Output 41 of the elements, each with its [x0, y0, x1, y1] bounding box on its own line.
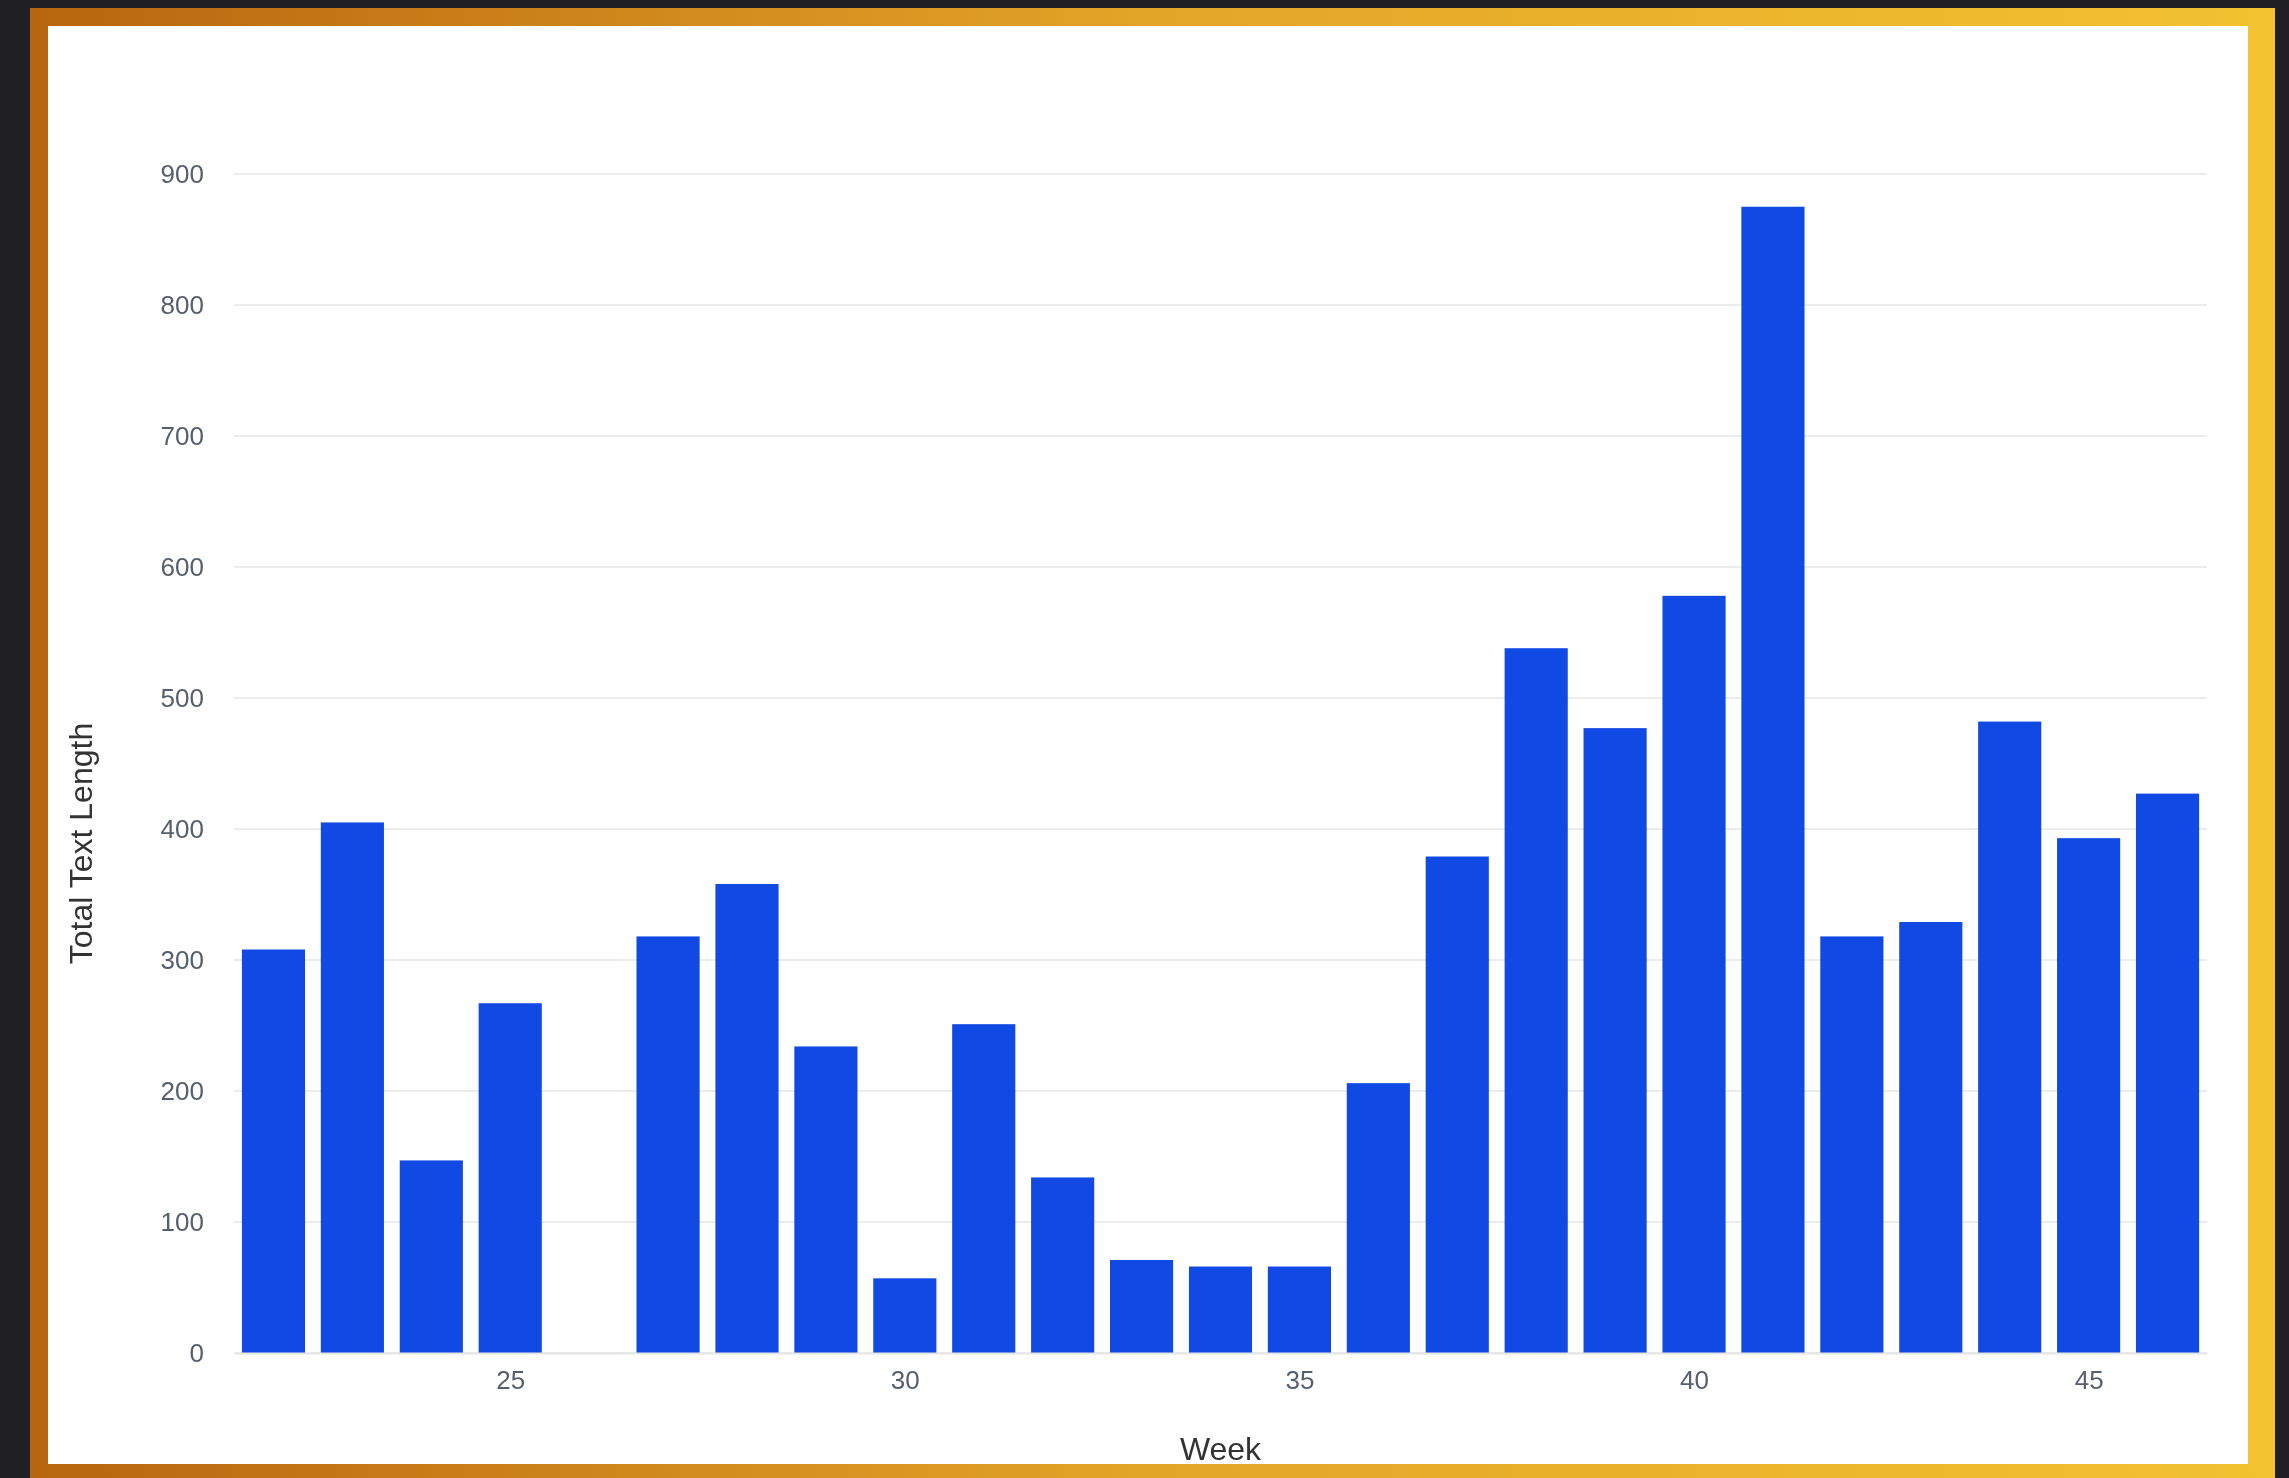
bar	[2135, 793, 2200, 1353]
bar	[1741, 206, 1805, 1353]
y-axis-title: Total Text Length	[63, 722, 99, 965]
x-tick-label: 45	[2074, 1365, 2104, 1396]
bar	[873, 1278, 937, 1353]
x-tick-label: 35	[1285, 1365, 1315, 1396]
y-tick-label: 200	[160, 1075, 204, 1106]
bar	[636, 936, 700, 1353]
bar	[1583, 728, 1647, 1353]
y-tick-label: 600	[160, 551, 204, 582]
bar	[952, 1024, 1016, 1353]
bar	[1978, 721, 2042, 1353]
bar	[320, 822, 384, 1353]
bar	[794, 1046, 858, 1353]
x-tick-label: 25	[496, 1365, 526, 1396]
bar	[2057, 838, 2121, 1353]
y-tick-label: 0	[189, 1337, 204, 1368]
bar	[715, 884, 779, 1353]
y-tick-label: 700	[160, 420, 204, 451]
bar	[1346, 1083, 1410, 1353]
bar	[1110, 1259, 1174, 1353]
bar	[1031, 1177, 1095, 1353]
bar	[1425, 856, 1489, 1353]
bar	[1267, 1266, 1331, 1353]
x-tick-label: 30	[890, 1365, 920, 1396]
y-tick-label: 900	[160, 158, 204, 189]
bar	[241, 949, 306, 1353]
bar	[1899, 922, 1963, 1353]
bar	[478, 1003, 542, 1353]
x-tick-label: 40	[1680, 1365, 1709, 1396]
bar	[1662, 595, 1726, 1353]
y-tick-label: 800	[160, 289, 204, 320]
y-tick-label: 300	[160, 944, 204, 975]
y-tick-label: 500	[160, 682, 204, 713]
bar	[1188, 1266, 1253, 1353]
x-axis-title: Week	[1179, 1431, 1263, 1467]
bar	[1504, 648, 1568, 1353]
bar	[399, 1160, 463, 1353]
bar	[1820, 936, 1884, 1353]
y-tick-label: 100	[160, 1206, 204, 1237]
y-tick-label: 400	[160, 813, 204, 844]
